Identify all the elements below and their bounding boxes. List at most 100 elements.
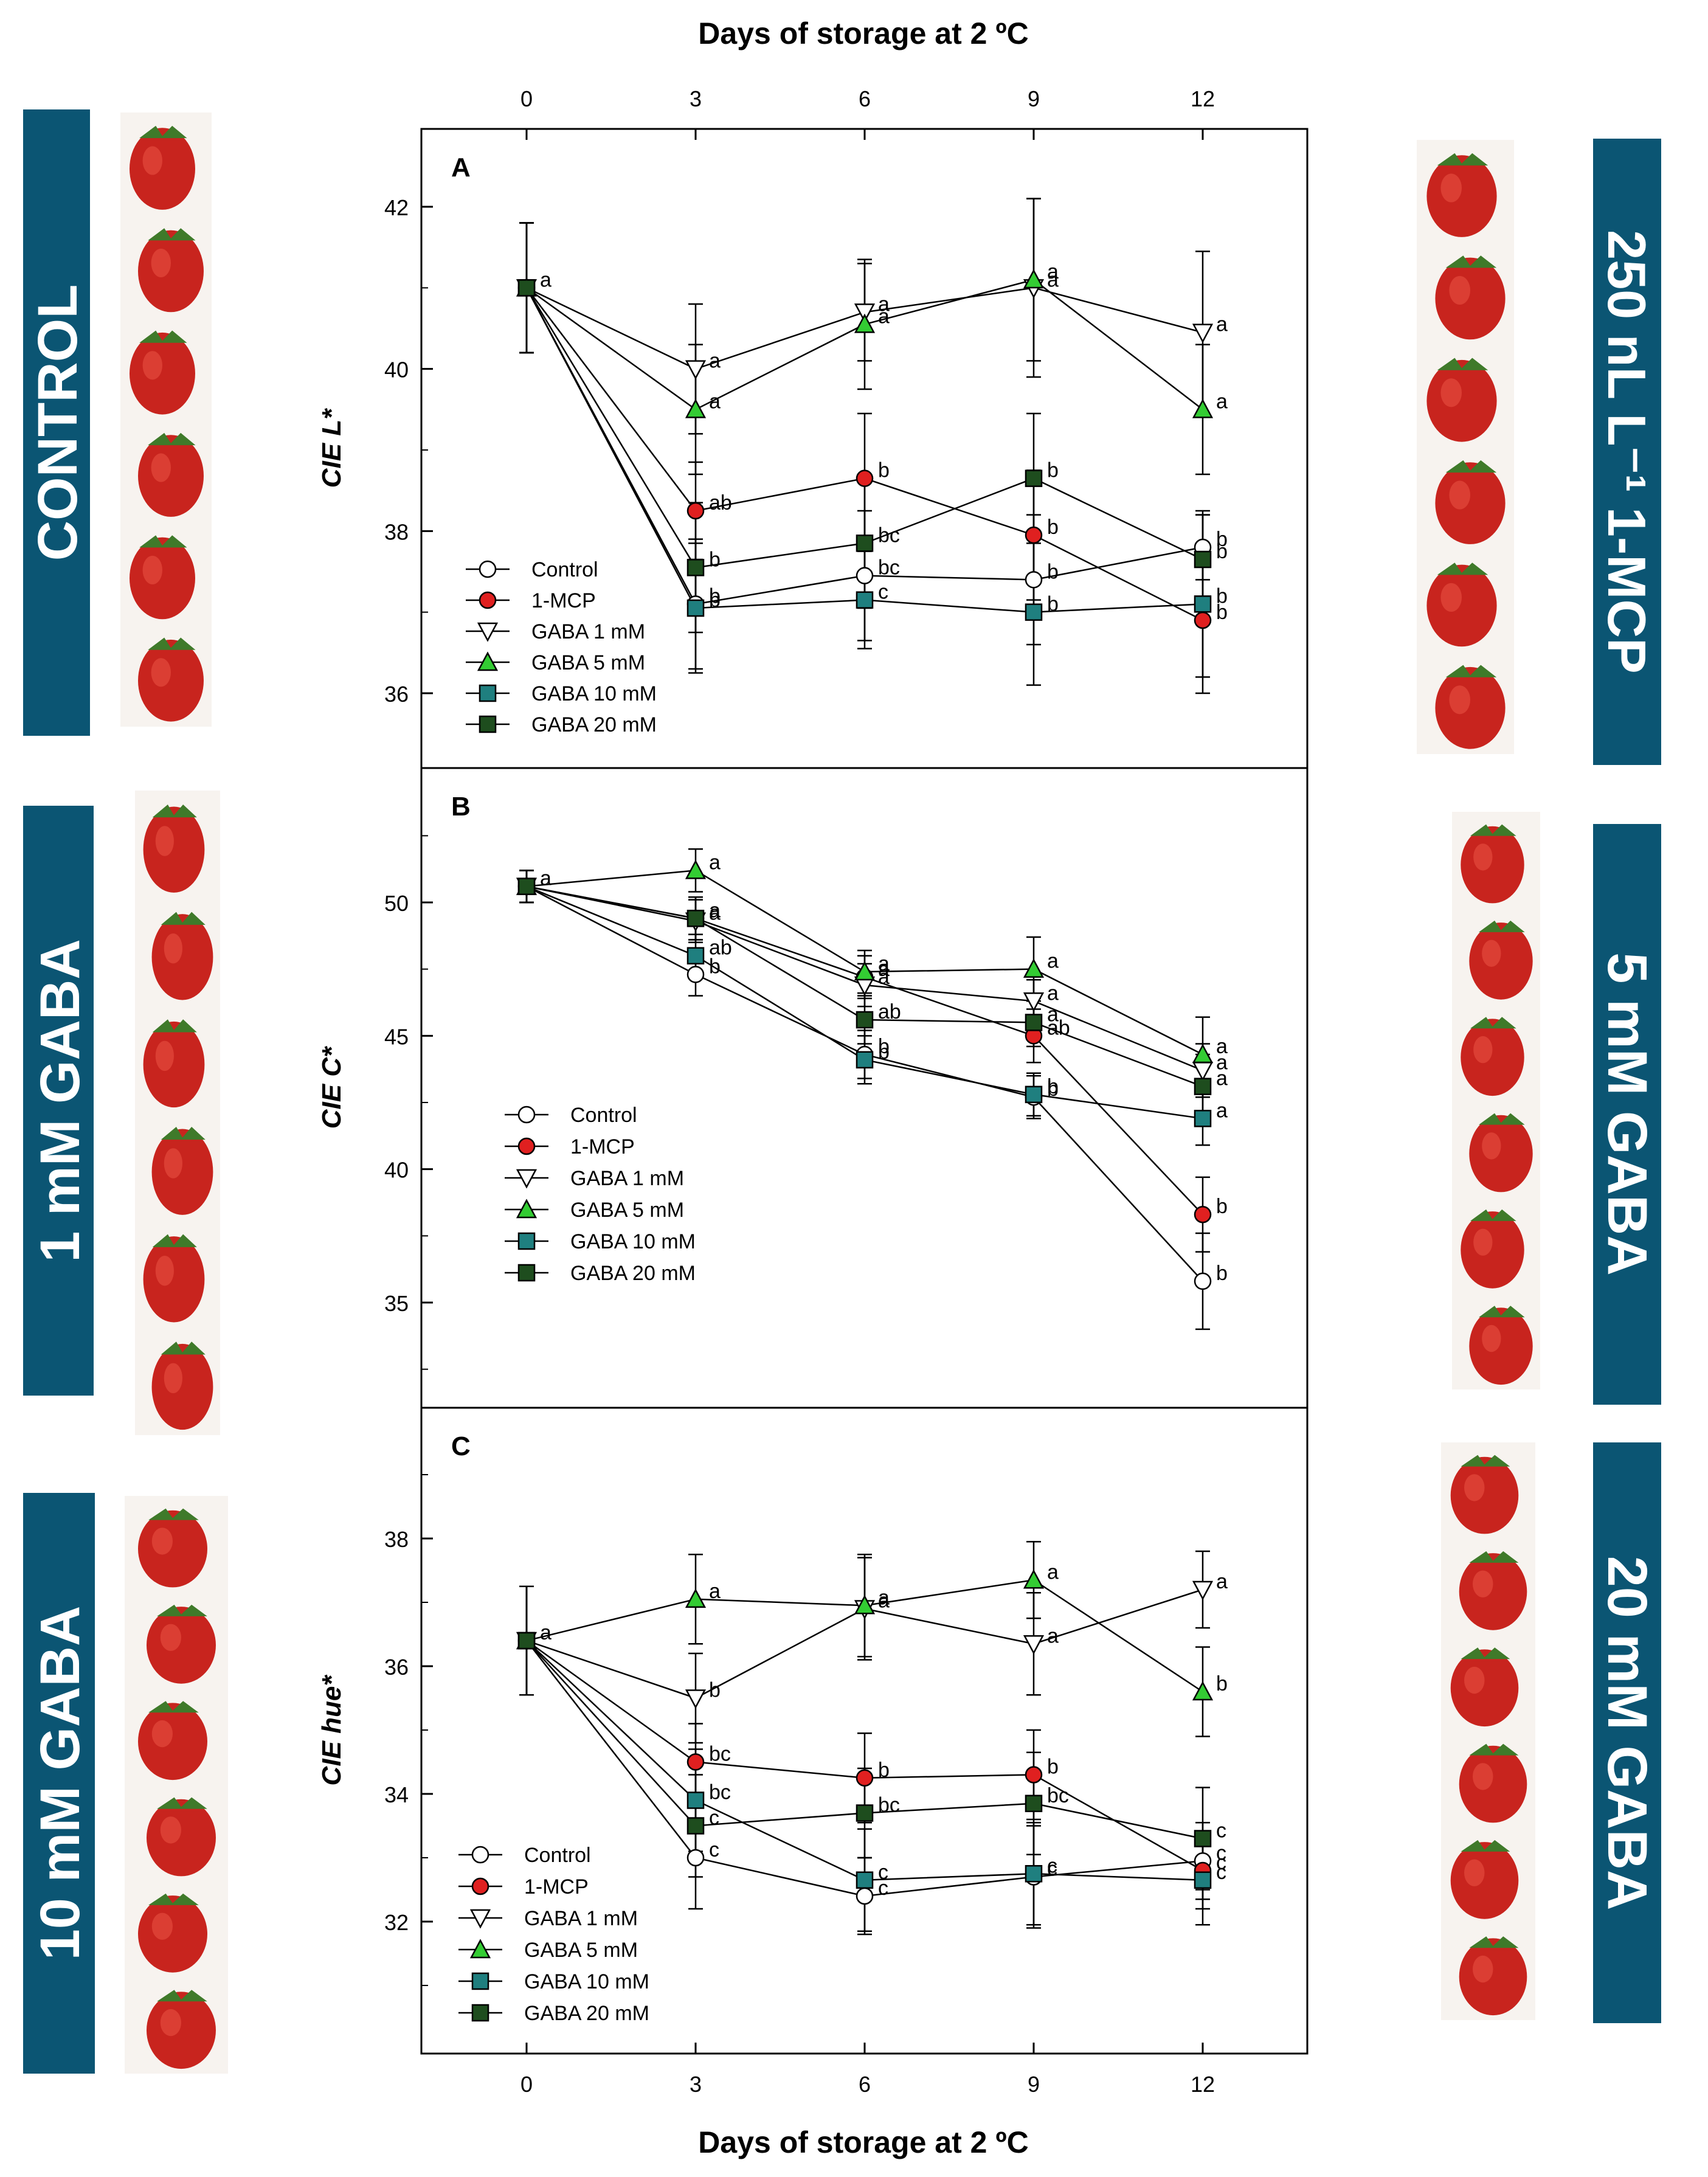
strawberry <box>147 1992 216 2069</box>
strawberry <box>1469 1307 1533 1385</box>
data-point <box>1023 269 1045 289</box>
strawberry-leaves <box>1470 1017 1516 1029</box>
strawberry-leaves <box>148 432 196 446</box>
legend-marker <box>517 1106 536 1124</box>
y-tick-label: 36 <box>384 682 409 707</box>
strawberry-leaves <box>1470 1209 1516 1221</box>
banner-gaba-1mm-bg <box>23 806 94 1396</box>
significance-letter: b <box>709 584 721 607</box>
legend-marker <box>517 1264 536 1282</box>
data-point <box>1192 398 1214 418</box>
significance-letter: a <box>709 899 721 922</box>
significance-letter: ab <box>709 491 732 514</box>
y-axis-label: CIE hue* <box>317 1675 347 1786</box>
significance-letter: a <box>540 268 551 291</box>
strawberry-highlight <box>142 555 162 585</box>
significance-letter: c <box>878 1861 888 1884</box>
significance-letter: bc <box>709 1781 731 1804</box>
strawberry <box>147 1607 216 1684</box>
legend-marker <box>469 1939 491 1959</box>
panel-letter: C <box>451 1431 471 1461</box>
data-point <box>1023 958 1045 978</box>
data-point <box>1025 1085 1043 1104</box>
legend-label: GABA 10 mM <box>531 682 657 705</box>
strawberry <box>1459 1553 1527 1630</box>
significance-letter: b <box>1047 1078 1059 1101</box>
significance-letter: bc <box>1047 1784 1069 1807</box>
significance-letter: c <box>1216 1841 1226 1864</box>
data-point <box>686 1849 705 1867</box>
data-point <box>854 303 876 323</box>
banner-1mcp: 250 nL L⁻¹ 1-MCP <box>1593 139 1661 765</box>
y-axis-label: CIE C* <box>317 1046 347 1129</box>
strawberry-highlight <box>160 1624 181 1651</box>
strawberry <box>138 1510 207 1588</box>
data-point <box>517 877 536 895</box>
legend-marker <box>479 591 497 609</box>
strawberry-leaves <box>152 1019 197 1033</box>
banner-control-label: CONTROL <box>27 285 89 561</box>
strawberry-highlight <box>155 1040 174 1071</box>
strawberry <box>1461 1019 1524 1096</box>
strawberry-leaves <box>1478 1306 1525 1318</box>
data-point <box>1194 1078 1212 1095</box>
strawberry-highlight <box>1449 480 1470 510</box>
significance-letter: c <box>1216 1861 1226 1884</box>
data-point <box>854 313 876 333</box>
legend-marker <box>517 1232 536 1250</box>
strawberry-leaves <box>1469 1551 1519 1563</box>
strawberry-photo-gaba-1mm <box>135 791 220 1435</box>
data-point <box>1194 611 1212 629</box>
legend-label: GABA 20 mM <box>531 713 657 736</box>
data-point <box>686 599 705 617</box>
significance-letter: bc <box>878 524 900 547</box>
top-axis-title: Days of storage at 2 ºC <box>698 16 1028 50</box>
significance-letter: b <box>878 1040 890 1064</box>
strawberry <box>143 1236 205 1323</box>
significance-letter: b <box>1216 1195 1228 1218</box>
legend-label: GABA 10 mM <box>524 1970 649 1993</box>
x-tick-label: 12 <box>1191 2072 1215 2097</box>
strawberry-leaves <box>157 1990 207 2002</box>
data-point <box>1194 1110 1212 1127</box>
data-point <box>856 1769 874 1787</box>
significance-letter: c <box>878 1877 888 1900</box>
strawberry-leaves <box>1437 562 1488 575</box>
significance-letter: a <box>1216 390 1228 413</box>
legend-label: 1-MCP <box>570 1135 635 1158</box>
strawberry <box>138 1703 207 1781</box>
strawberry-leaves <box>161 912 206 925</box>
data-point <box>854 1594 876 1615</box>
strawberry-highlight <box>160 1816 181 1844</box>
significance-letter: b <box>878 459 890 482</box>
data-point <box>686 559 705 576</box>
legend-marker <box>479 560 497 578</box>
y-tick-label: 40 <box>384 358 409 382</box>
strawberry-leaves <box>1470 824 1516 836</box>
strawberry <box>138 639 204 722</box>
strawberry-leaves <box>1437 358 1488 370</box>
significance-letter: b <box>1047 1756 1059 1779</box>
strawberry <box>1426 359 1497 442</box>
significance-letter: a <box>1047 260 1059 283</box>
data-point <box>517 1632 536 1650</box>
strawberry-leaves <box>148 1701 199 1713</box>
x-axis-top: 0 3 6 9 12 <box>520 86 1215 140</box>
legend-label: 1-MCP <box>531 589 596 612</box>
significance-letter: b <box>1216 1672 1228 1695</box>
strawberry <box>1461 1211 1524 1289</box>
strawberry-leaves <box>1461 1840 1510 1852</box>
significance-letter: c <box>878 581 888 604</box>
data-point <box>1194 1205 1212 1223</box>
data-point <box>685 1689 707 1709</box>
data-point <box>1194 1871 1212 1889</box>
significance-letter: b <box>878 1035 890 1058</box>
legend-label: Control <box>524 1844 591 1867</box>
strawberry <box>138 230 204 313</box>
legend-label: GABA 1 mM <box>531 620 645 643</box>
data-point <box>686 1791 705 1809</box>
significance-letter: a <box>1216 1067 1228 1090</box>
significance-letter: c <box>1216 1851 1226 1874</box>
